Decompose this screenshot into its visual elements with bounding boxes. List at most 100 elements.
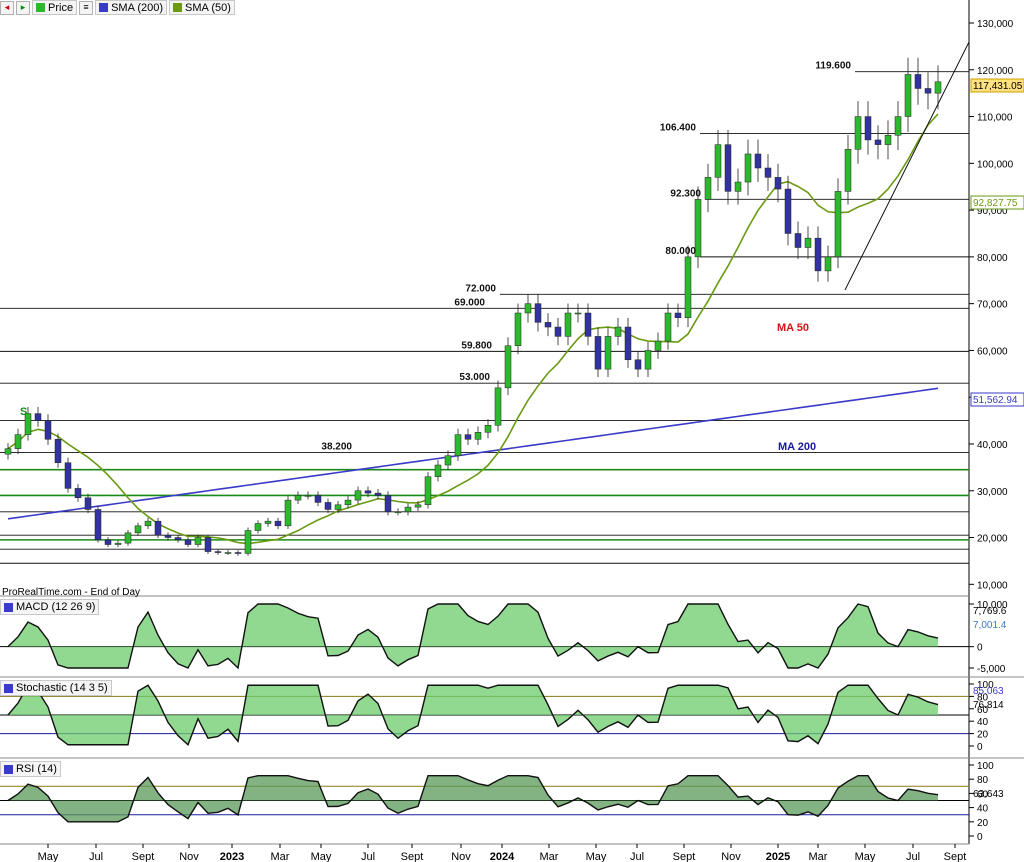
candle [104,537,112,548]
candle-body [764,167,772,178]
sma50-swatch-icon [173,3,183,12]
last-price-badge: 117,431.05 [970,78,1024,93]
sma200-value: 51,562.94 [973,395,1018,406]
price-tick-label: 120,000 [977,66,1014,77]
ma50-label: MA 50 [777,322,809,334]
candle [704,163,712,213]
candle-body [354,490,362,501]
candle-body [604,336,612,370]
candle-body [864,116,872,141]
zoom-in-icon[interactable]: ▸ [16,0,30,15]
legend-price[interactable]: Price [32,0,78,15]
candle-body [74,488,82,499]
price-tick-label: 130,000 [977,19,1014,30]
indicator-tick-label: 100 [977,680,994,691]
legend-sma200[interactable]: SMA (200) [95,0,168,15]
candle [924,72,932,110]
candle [324,498,332,514]
candle [194,534,202,548]
time-tick-label: Mar [271,851,290,862]
candle [784,175,792,246]
indicator-tick-label: 0 [977,742,983,753]
candle [574,303,582,323]
rsi-swatch-icon [4,764,13,774]
candle-body [744,153,752,183]
candle [604,327,612,377]
candle [64,457,72,493]
candle-body [824,256,832,272]
sma200-badge: 51,562.94 [970,392,1024,407]
level-label: 119.600 [815,61,851,72]
level-label: 80.000 [665,246,696,257]
legend-sma50[interactable]: SMA (50) [169,0,235,15]
macd-swatch-icon [4,602,13,612]
candle [344,496,352,509]
signal-marker: S [20,406,27,418]
candle [264,517,272,527]
candle-body [614,326,622,337]
candle [834,178,842,269]
list-icon[interactable]: ≡ [79,0,94,15]
candle-body [394,511,402,514]
candle-body [664,312,672,342]
indicator-tick-label: 0 [977,643,983,654]
candlesticks [4,57,942,556]
candle [494,380,502,432]
sma200-line-group [7,387,939,520]
rsi-panel: 100 80 60 40 20 0 [0,761,994,843]
candle [384,491,392,516]
time-tick-label: Nov [721,851,741,862]
time-axis: May Jul Sept Nov 2023 Mar May Jul Sept Nov 2024 Mar… [38,844,966,862]
time-tick-label: May [38,851,59,862]
candle-body [204,537,212,552]
candle [644,342,652,377]
candle-body [834,191,842,258]
level-label: 38.200 [321,441,352,452]
candle-body [134,525,142,534]
indicator-tick-label: 60 [977,705,989,716]
price-tick-label: 90,000 [977,206,1008,217]
time-tick-label: Jul [906,851,920,862]
candle [464,428,472,446]
candle [434,460,442,482]
candle-body [814,237,822,272]
candle-body [494,387,502,426]
candle-body [854,116,862,150]
candle-body [424,476,432,506]
candle [424,472,432,509]
candle-body [114,542,122,545]
candle [44,414,52,446]
sma50-badge: 92,827.75 [970,195,1024,210]
candle [374,488,382,500]
candle-body [384,495,392,513]
level-label: 59.800 [461,340,492,351]
rsi-panel-label[interactable]: RSI (14) [0,761,61,777]
candle-body [924,88,932,94]
candle-body [374,492,382,496]
indicator-tick-label: 40 [977,717,989,728]
candle [34,407,42,427]
indicator-tick-label: 60 [977,789,989,800]
level-label: 92.300 [670,188,701,199]
sma50-value: 92,827.75 [973,198,1018,209]
candle [554,317,562,346]
candle-body [774,177,782,190]
candle-body [554,326,562,337]
candle [174,534,182,543]
candle-body [654,340,662,351]
time-tick-label: Sept [401,851,424,862]
price-tick-label: 110,000 [977,113,1013,124]
time-tick-label: Mar [540,851,559,862]
candle-body [334,504,342,510]
zoom-out-icon[interactable]: ◂ [0,0,14,15]
candle-body [524,303,532,314]
candle [134,522,142,536]
level-label: 106.400 [660,122,697,133]
candle-body [344,499,352,506]
stochastic-panel-label[interactable]: Stochastic (14 3 5) [0,680,112,696]
rsi-value: 63.643 [973,789,1004,800]
macd-panel-label[interactable]: MACD (12 26 9) [0,599,100,615]
sma50-line-group [7,113,939,545]
